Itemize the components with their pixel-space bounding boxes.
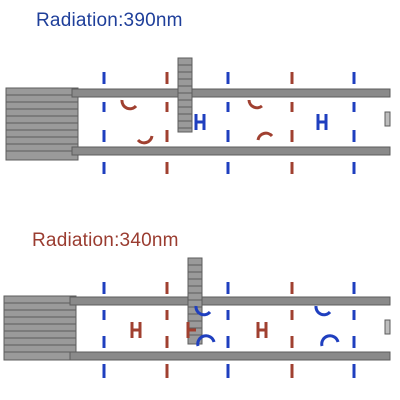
- panel-top: [5, 57, 391, 174]
- switches-bottom: [130, 305, 340, 347]
- markers-top: [102, 72, 356, 174]
- end-cap-top: [384, 111, 391, 127]
- markers-bottom: [102, 282, 356, 378]
- stopper-block-top: [5, 87, 79, 161]
- end-cap-bottom: [384, 319, 391, 335]
- panel-title-340nm: Radiation:340nm: [32, 230, 179, 251]
- stopper-block-bottom: [3, 295, 77, 361]
- rail-bottom-upper: [69, 296, 391, 306]
- rail-top-lower: [71, 146, 391, 156]
- rail-bottom-lower: [69, 351, 391, 361]
- panel-bottom: [3, 257, 391, 378]
- rail-top-upper: [71, 88, 391, 98]
- panel-title-390nm: Radiation:390nm: [36, 10, 183, 31]
- switches-top: [120, 99, 328, 145]
- ring-shuttle-top: [177, 57, 193, 133]
